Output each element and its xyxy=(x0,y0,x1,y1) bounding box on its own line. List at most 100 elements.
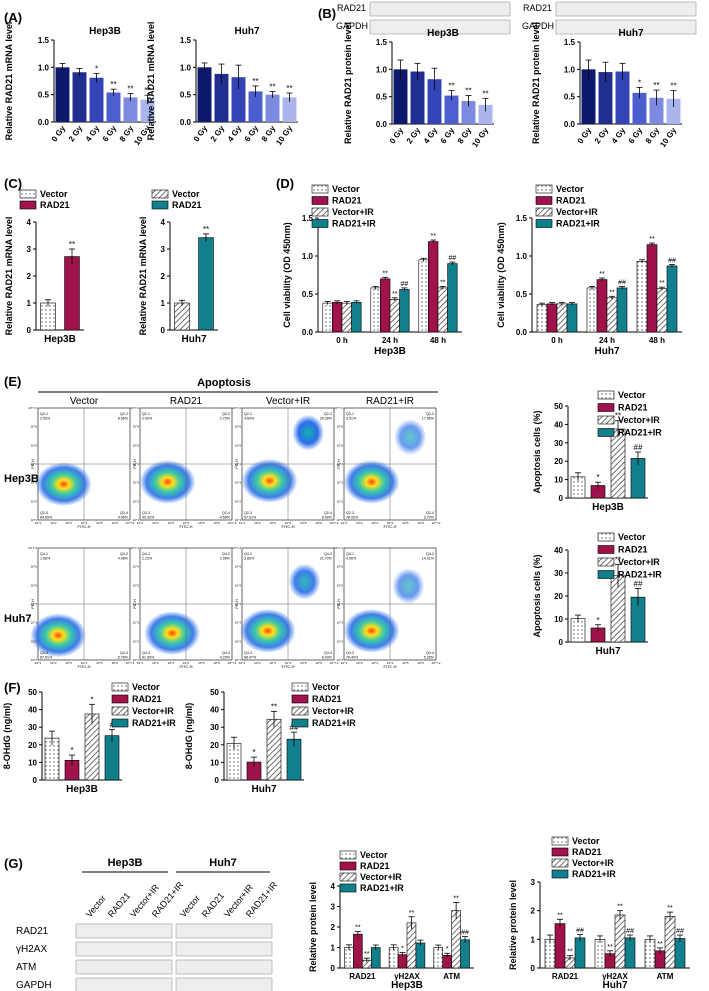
blot-g-protein-label: ATM xyxy=(16,962,36,973)
chart-d-hep3b-sig: ** xyxy=(382,270,388,277)
chart-a-huh7-xtick-label: 10 Gy xyxy=(274,124,294,147)
flow-plot-1-0-xtick: 10^3 xyxy=(65,661,72,665)
chart-g-hep3b-legend-label: RAD21 xyxy=(360,861,390,871)
chart-g-huh7-xtick-label: RAD21 xyxy=(552,972,579,981)
chart-c-hep3b-sig: ** xyxy=(69,240,75,249)
flow-plot-1-2-density xyxy=(288,563,321,600)
flow-plot-1-2-quadrant-value: 68.47% xyxy=(244,656,257,660)
flow-plot-0-0-quadrant-value: 4.06% xyxy=(118,516,129,520)
flow-plot-1-3-xtick: 10^7.2 xyxy=(432,661,441,665)
chart-c-hep3b-ylabel: Relative RAD21 mRNA level xyxy=(4,217,14,336)
chart-e-huh7-sig: ## xyxy=(634,579,643,588)
chart-d-huh7-legend-swatch xyxy=(535,219,553,228)
flow-plot-0-3-ytick: 10^1 xyxy=(337,518,344,522)
chart-a-huh7-ytick-label: 1.5 xyxy=(180,36,192,45)
chart-a-huh7-sig: ** xyxy=(286,84,292,93)
flow-plot-1-2-quadrant-name: Q4-1 xyxy=(244,552,252,556)
chart-a-huh7-sig: ** xyxy=(252,77,258,86)
chart-e-hep3b-legend-swatch xyxy=(597,390,615,400)
chart-d-huh7-ytick-label: 1.5 xyxy=(516,214,528,223)
flow-plot-0-3-quadrant-name: Q2-1 xyxy=(346,412,354,416)
chart-a-huh7-xtick-label: 2 Gy xyxy=(209,124,227,144)
chart-b-huh7-xtick-label: 4 Gy xyxy=(610,126,628,146)
flow-plot-1-3-quadrant-name: Q4-1 xyxy=(346,552,354,556)
chart-f-hep3b-xlabel: Hep3B xyxy=(66,784,98,795)
flow-plot-1-3-ytick: 10^5 xyxy=(337,583,344,587)
flow-plot-0-2-quadrant-name: Q2-3 xyxy=(244,511,252,515)
chart-g-hep3b-bar xyxy=(460,939,470,969)
flow-plot-1-2: Q4-13.85% Q4-221.70% Q4-368.47% Q4-46.03% FI… xyxy=(232,546,339,669)
flow-plot-1-2-quadrant-value: 6.03% xyxy=(322,656,333,660)
flow-plot-1-3-ytick: 10^3 xyxy=(337,621,344,625)
flow-plot-1-0-ytick: 10^5 xyxy=(31,583,38,587)
flow-plot-0-1-ytick: 10^5 xyxy=(133,443,140,447)
chart-a-huh7-bar xyxy=(214,73,229,122)
chart-d-huh7-ytick-label: 0.0 xyxy=(516,328,528,337)
chart-d-hep3b-ytick-label: 1.0 xyxy=(302,252,314,261)
chart-f-hep3b-legend-label: RAD21+IR xyxy=(132,718,176,728)
chart-d-hep3b-sig: ## xyxy=(401,281,409,288)
chart-g-huh7-bar xyxy=(644,939,656,969)
flow-plot-0-0-ytick: 10^1 xyxy=(31,518,38,522)
flow-plot-1-3-xtick: 10^5 xyxy=(402,661,409,665)
flow-plot-0-3-density xyxy=(343,459,400,504)
flow-plot-1-1-xtick: 10^1 xyxy=(137,661,144,665)
chart-g-huh7-legend-label: RAD21 xyxy=(572,847,602,857)
chart-a-hep3b-sig: * xyxy=(95,64,98,73)
chart-g-huh7-xtick-label: γH2AX xyxy=(602,972,628,981)
flow-plot-0-2-xtick: 10^3 xyxy=(269,521,276,525)
chart-g-hep3b-bar xyxy=(344,947,354,969)
chart-e-hep3b-ytick-label: 40 xyxy=(554,420,563,429)
blot-g-strip-huh7 xyxy=(175,959,273,975)
chart-e-huh7-legend-label: Vector xyxy=(618,532,646,542)
chart-d-hep3b-bar xyxy=(418,259,429,333)
chart-b-huh7-ytick-label: 0.0 xyxy=(564,120,576,129)
chart-a-huh7-sig: ** xyxy=(269,82,275,91)
chart-g-huh7-xtick-label: ATM xyxy=(657,972,674,981)
flow-plot-1-0-quadrant-name: Q4-2 xyxy=(120,552,128,556)
chart-d-huh7-legend-swatch xyxy=(535,184,553,194)
flow-row-label: Hep3B xyxy=(4,473,39,485)
blot-label-rad21-huh7: RAD21 xyxy=(523,3,552,13)
chart-f-huh7-sig: * xyxy=(252,748,255,757)
chart-c-huh7-legend-swatch xyxy=(151,189,169,199)
flow-row-label: Huh7 xyxy=(4,613,32,625)
flow-plot-1-1-ytick: 10^4 xyxy=(133,602,140,606)
flow-plot-0-3-quadrant-name: Q2-4 xyxy=(426,511,434,515)
flow-plot-1-3-ytick: 10^6 xyxy=(337,565,344,569)
flow-plot-1-3-ytick: 10^2 xyxy=(337,639,344,643)
flow-plot-1-3-yaxis-label: PE-H xyxy=(336,599,341,609)
flow-plot-1-2-xtick: 10^1 xyxy=(239,661,246,665)
chart-g-hep3b-sig: ** xyxy=(453,895,459,902)
chart-d-huh7-legend-label: RAD21 xyxy=(556,196,586,206)
flow-plot-0-3-ytick: 10^4 xyxy=(337,462,344,466)
chart-d-hep3b-legend-label: RAD21 xyxy=(332,196,362,206)
flow-plot-0-0-ytick: 10^2 xyxy=(31,499,38,503)
chart-a-huh7-ylabel: Relative RAD21 mRNA level xyxy=(146,22,156,141)
flow-plot-0-0-ytick: 10^5 xyxy=(31,443,38,447)
panel-label-d: (D) xyxy=(276,176,294,191)
flow-plot-0-1-ytick: 10^2 xyxy=(133,499,140,503)
flow-plot-1-1-ytick: 10^3 xyxy=(133,621,140,625)
flow-plot-1-1-quadrant-name: Q4-3 xyxy=(142,651,150,655)
chart-c-huh7-ytick-label: 4 xyxy=(161,218,166,227)
flow-plot-0-1-quadrant-name: Q2-2 xyxy=(222,412,230,416)
chart-b-huh7-sig: * xyxy=(638,78,641,87)
flow-plot-0-0-ytick: 10^7.2 xyxy=(28,406,37,410)
chart-g-huh7-ytick-label: 0 xyxy=(531,964,536,973)
chart-d-hep3b-sig: ** xyxy=(392,291,398,298)
chart-g-hep3b-bar xyxy=(370,947,381,969)
chart-e-hep3b-legend-label: RAD21+IR xyxy=(618,428,662,438)
flow-plot-0-1-xaxis-label: FITC-H xyxy=(179,524,192,529)
chart-g-hep3b-bar xyxy=(433,947,444,969)
flow-plot-1-1-quadrant-value: 1.23% xyxy=(142,557,153,561)
flow-plot-1-1-xtick: 10^2 xyxy=(152,661,159,665)
flow-plot-1-3-density xyxy=(392,568,425,605)
flow-plot-0-0-ytick: 10^6 xyxy=(31,425,38,429)
chart-c-huh7-legend-label: Vector xyxy=(172,189,200,199)
flow-plot-0-1-ytick: 10^1 xyxy=(133,518,140,522)
chart-e-huh7-legend-swatch xyxy=(597,532,615,542)
flow-plot-1-3-xtick: 10^4 xyxy=(387,661,394,665)
flow-plot-1-1-xtick: 10^7.2 xyxy=(228,661,237,665)
